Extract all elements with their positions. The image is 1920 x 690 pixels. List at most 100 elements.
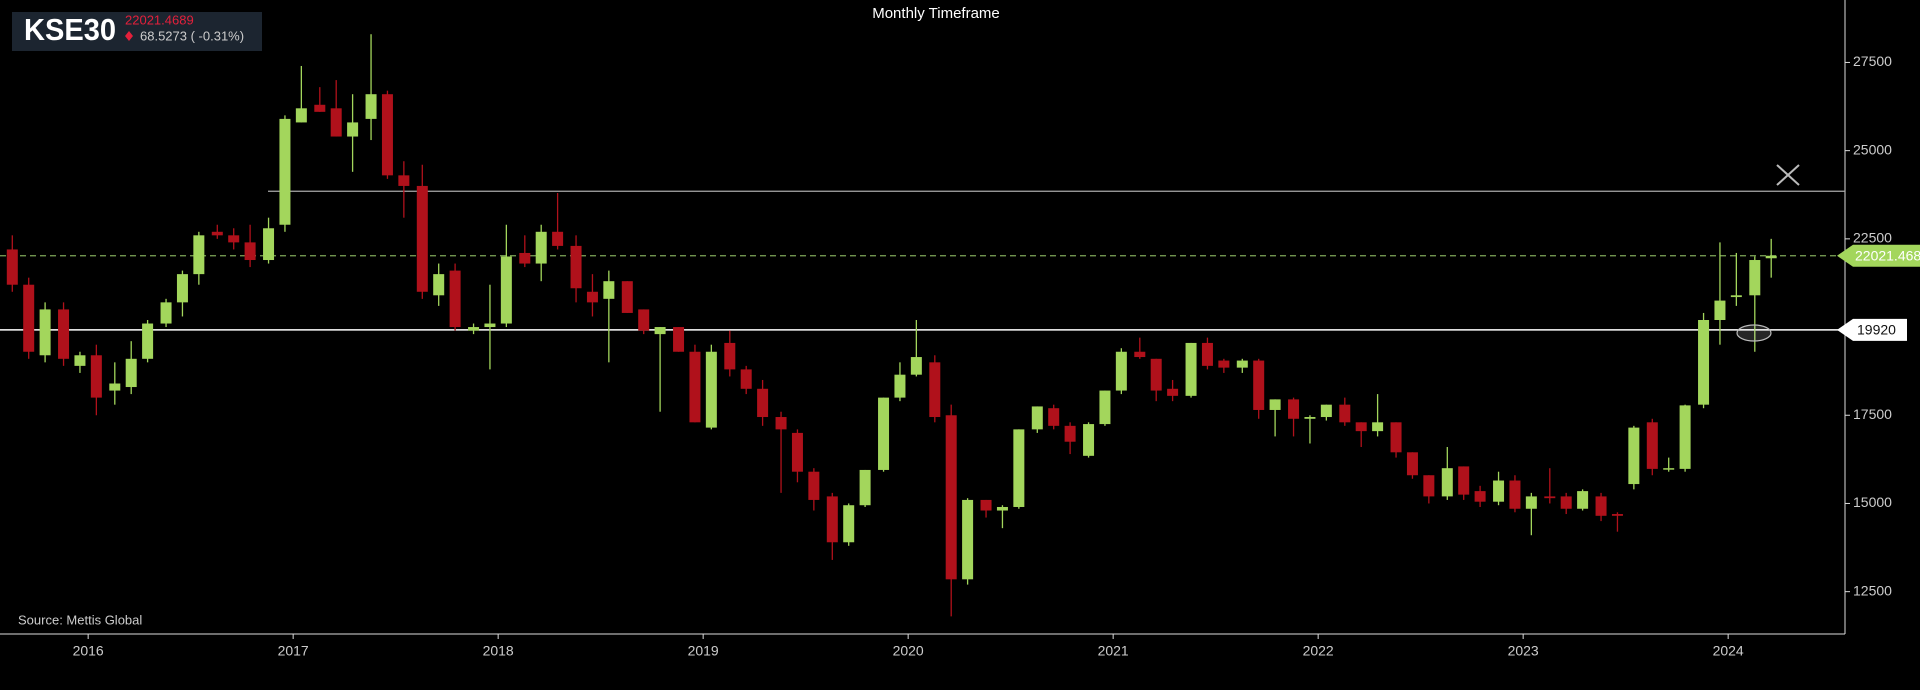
candle-body (1525, 496, 1537, 509)
candle-body (689, 351, 701, 423)
candle-body (859, 469, 871, 506)
candle-body (1013, 429, 1025, 507)
candle-body (1031, 406, 1043, 430)
x-tick-label: 2016 (73, 643, 104, 659)
candle-body (1698, 319, 1710, 405)
candle-body (58, 309, 70, 359)
x-tick-label: 2017 (278, 643, 309, 659)
candle-body (1236, 360, 1248, 368)
x-tick-label: 2019 (688, 643, 719, 659)
annotation-ellipse (1736, 324, 1772, 342)
candle-body (160, 302, 172, 324)
candle-body (1304, 417, 1316, 419)
x-tick-label: 2020 (893, 643, 924, 659)
candle-body (826, 496, 838, 543)
candle-body (1218, 360, 1230, 368)
x-tick-label: 2022 (1303, 643, 1334, 659)
candle-body (1730, 295, 1742, 298)
symbol: KSE30 (24, 12, 116, 47)
last-price: 22021.4689 (125, 12, 194, 27)
candle-body (586, 291, 598, 303)
candle-body (705, 351, 717, 428)
candle-body (1099, 390, 1111, 425)
candle-body (1372, 422, 1384, 432)
candle-body (1628, 427, 1640, 485)
candle-body (757, 388, 769, 418)
candle-body (1423, 475, 1435, 497)
candle-body (929, 362, 941, 418)
candle-body (1509, 480, 1521, 509)
candle-body (449, 270, 461, 328)
candle-body (996, 506, 1008, 511)
candle-body (1493, 480, 1505, 502)
candle-body (1474, 491, 1486, 502)
candle-body (673, 327, 685, 352)
candle-body (1134, 351, 1146, 358)
header-box: KSE30 22021.4689 68.5273 ( -0.31%) (12, 12, 262, 51)
candle-body (23, 284, 35, 352)
x-tick-label: 2021 (1098, 643, 1129, 659)
candle-body (468, 327, 480, 331)
support-label: 19920 (1857, 322, 1896, 338)
last-price-tag (1837, 244, 1920, 267)
candle-body (398, 175, 410, 186)
candle-body (654, 327, 666, 335)
candle-body (1714, 300, 1726, 320)
candle-body (1185, 342, 1197, 396)
candle-body (6, 249, 18, 285)
candle-body (125, 358, 137, 388)
axes (0, 0, 1846, 635)
y-tick-label: 25000 (1853, 141, 1892, 157)
candle-body (740, 369, 752, 389)
candle-body (1167, 388, 1179, 396)
candle-body (176, 274, 188, 303)
x-tick-label: 2023 (1508, 643, 1539, 659)
y-tick-label: 22500 (1853, 230, 1892, 246)
plot-area (0, 34, 1845, 617)
candle-body (945, 415, 957, 580)
candle-body (1115, 351, 1127, 391)
close-icon-stroke (1776, 164, 1800, 186)
candle-body (1611, 514, 1623, 516)
candle-body (193, 235, 205, 275)
y-tick-label: 12500 (1853, 582, 1892, 598)
last-price-label: 22021.4689 (1855, 247, 1920, 263)
candle-body (980, 499, 992, 511)
candle-body (724, 342, 736, 370)
candle-body (1577, 491, 1589, 509)
candle-body (142, 323, 154, 359)
candle-body (535, 231, 547, 264)
candle-body (1390, 422, 1402, 453)
candle-body (638, 309, 650, 331)
header-background (12, 12, 262, 51)
candle-body (1646, 422, 1658, 469)
candle-body (1083, 424, 1095, 456)
candle-body (228, 235, 240, 243)
candle-body (808, 471, 820, 500)
candle-body (1320, 404, 1332, 418)
y-tick-label: 27500 (1853, 53, 1892, 69)
candle-body (244, 242, 256, 261)
candle-body (570, 245, 582, 289)
source: Source: Mettis Global (18, 612, 142, 627)
candle-body (962, 499, 974, 580)
candle-body (279, 118, 291, 225)
candle-body (484, 323, 496, 328)
close-icon[interactable] (1776, 164, 1800, 186)
candle-body (90, 355, 102, 398)
candle-body (1765, 255, 1777, 259)
y-tick-label: 17500 (1853, 406, 1892, 422)
candle-body (1560, 496, 1572, 509)
candle-body (330, 108, 342, 137)
x-tick-label: 2024 (1713, 643, 1744, 659)
change: 68.5273 ( -0.31%) (140, 28, 244, 43)
candle-body (894, 374, 906, 398)
candle-body (1458, 466, 1470, 495)
candle-body (263, 228, 275, 261)
change-icon (125, 31, 133, 41)
candle-body (1064, 425, 1076, 442)
candle-body (791, 432, 803, 472)
candle-body (1150, 358, 1162, 391)
